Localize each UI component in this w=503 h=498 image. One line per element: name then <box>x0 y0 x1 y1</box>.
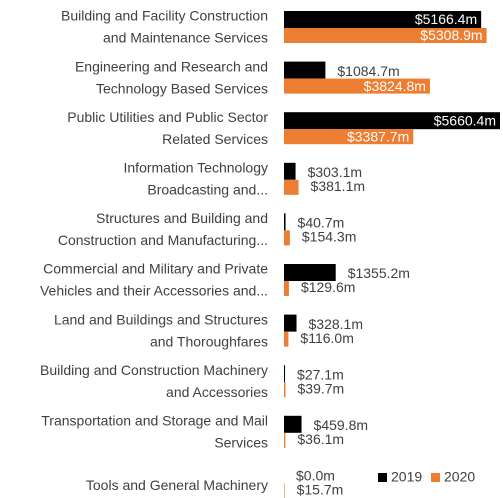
value-label: $328.1m <box>309 316 363 332</box>
bar <box>284 314 297 332</box>
bar <box>284 162 296 180</box>
bar <box>284 129 414 145</box>
value-label: $39.7m <box>298 380 345 396</box>
category-label: Transportation and Storage and Mail <box>41 413 268 429</box>
category-label: and Thoroughfares <box>150 333 268 349</box>
value-label: $459.8m <box>314 417 368 433</box>
bar <box>284 415 302 433</box>
category-label: Tools and General Machinery <box>86 477 268 493</box>
value-label: $0.0m <box>296 468 335 484</box>
bar <box>284 483 285 498</box>
category-label: and Maintenance Services <box>103 30 268 46</box>
legend-swatch <box>431 473 440 482</box>
value-label: $36.1m <box>297 431 344 447</box>
value-label: $3387.7m <box>347 128 409 144</box>
bar <box>284 281 289 296</box>
legend-swatch <box>378 473 387 482</box>
value-label: $1355.2m <box>348 265 410 281</box>
bar <box>284 230 290 246</box>
value-label: $15.7m <box>297 482 344 498</box>
bar <box>284 78 430 94</box>
value-label: $381.1m <box>311 178 365 194</box>
legend-label: 2020 <box>444 469 475 485</box>
value-label: $1084.7m <box>337 63 399 79</box>
category-label: Commercial and Military and Private <box>43 261 268 277</box>
value-label: $154.3m <box>302 229 356 245</box>
category-label: Services <box>214 435 268 451</box>
bar <box>284 61 326 79</box>
category-label: Public Utilities and Public Sector <box>67 109 268 125</box>
value-label: $3824.8m <box>364 78 426 94</box>
bar <box>284 331 289 347</box>
bar <box>284 179 299 195</box>
value-label: $303.1m <box>308 164 362 180</box>
category-label: and Accessories <box>166 384 268 400</box>
category-label: Related Services <box>162 131 268 147</box>
category-label: Construction and Manufacturing... <box>58 232 268 248</box>
bar <box>284 432 286 448</box>
bar <box>284 112 500 130</box>
category-label: Land and Buildings and Structures <box>54 311 268 327</box>
legend-label: 2019 <box>391 469 422 485</box>
bar <box>284 28 487 43</box>
bar <box>284 365 286 383</box>
category-label: Structures and Building and <box>96 210 268 226</box>
bar <box>284 382 286 398</box>
value-label: $116.0m <box>300 330 353 346</box>
category-label: Building and Construction Machinery <box>40 362 268 378</box>
value-label: $5308.9m <box>420 27 482 43</box>
category-label: Technology Based Services <box>96 80 268 96</box>
value-label: $5660.4m <box>434 112 496 128</box>
category-label: Broadcasting and... <box>147 182 268 198</box>
category-label: Information Technology <box>124 160 269 176</box>
bar <box>284 213 286 231</box>
bar <box>284 11 482 28</box>
value-label: $40.7m <box>298 215 345 231</box>
category-label: Engineering and Research and <box>75 58 268 74</box>
value-label: $5166.4m <box>415 11 477 27</box>
category-label: Vehicles and their Accessories and... <box>40 283 268 299</box>
category-label: Building and Facility Construction <box>61 8 268 24</box>
bar <box>284 264 336 281</box>
value-label: $129.6m <box>301 279 355 295</box>
value-label: $27.1m <box>297 366 344 382</box>
